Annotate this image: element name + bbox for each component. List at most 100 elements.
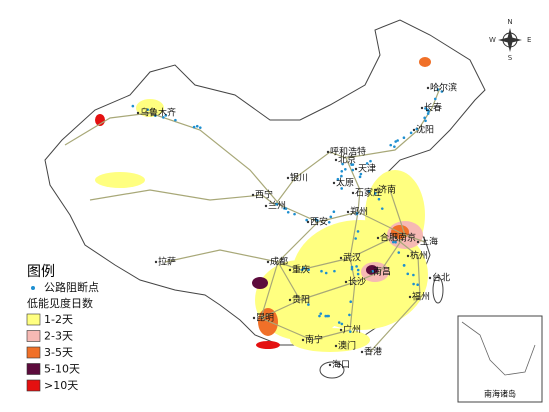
blockage-point — [356, 268, 360, 272]
legend-label: 1-2天 — [44, 313, 73, 326]
city-marker — [374, 188, 378, 192]
compass-s: S — [508, 54, 513, 62]
city-marker — [328, 363, 332, 367]
blockage-point — [307, 303, 310, 306]
legend-title: 图例 — [27, 264, 55, 280]
city-label: 西宁 — [255, 189, 273, 201]
city-marker — [334, 158, 338, 162]
city-marker — [346, 210, 350, 214]
city-label: 台北 — [432, 272, 450, 284]
city-label: 郑州 — [350, 206, 368, 218]
road — [345, 157, 361, 331]
city-marker — [360, 350, 364, 354]
compass-star — [498, 28, 522, 52]
city-marker — [344, 280, 348, 284]
city-label: 福州 — [412, 291, 430, 303]
blockage-point — [146, 108, 150, 111]
blockage-point — [369, 159, 372, 163]
blockage-point — [373, 192, 377, 195]
blockage-point — [340, 169, 344, 173]
city-label: 海口 — [332, 359, 350, 371]
zone — [256, 341, 280, 349]
city-marker — [339, 328, 343, 332]
blockage-point — [359, 172, 363, 176]
roads — [64, 87, 441, 353]
blockage-point — [396, 139, 399, 142]
city-label: 武汉 — [343, 252, 361, 264]
city-marker — [412, 128, 416, 132]
blockage-point — [341, 162, 344, 166]
blockage-point — [162, 116, 165, 119]
city-label: 长沙 — [348, 276, 366, 288]
inset: 南海诸岛 — [457, 315, 543, 403]
inset-coast — [461, 321, 536, 376]
inset-frame — [457, 315, 543, 403]
city-marker — [251, 193, 255, 197]
blockage-point — [377, 197, 381, 201]
blockage-point — [329, 215, 333, 219]
blockage-point — [350, 267, 354, 271]
blockage-point — [324, 271, 328, 275]
blockage-point — [433, 97, 437, 101]
blockage-point — [409, 131, 413, 135]
city-label: 济南 — [378, 184, 396, 196]
city-label: 太原 — [336, 177, 354, 189]
zone — [366, 265, 378, 275]
blockage-points — [131, 88, 444, 333]
city-marker — [306, 220, 310, 224]
city-marker — [339, 256, 343, 260]
city-marker — [416, 240, 420, 244]
blockage-point — [356, 230, 360, 233]
city-label: 澳门 — [338, 340, 356, 352]
zone — [258, 308, 278, 336]
legend-swatch — [26, 346, 41, 359]
city-label: 西安 — [310, 216, 328, 228]
city-marker — [288, 298, 292, 302]
zone — [95, 172, 145, 188]
road — [299, 189, 406, 301]
zone — [252, 277, 268, 289]
legend-swatch — [26, 379, 41, 392]
city-marker — [264, 204, 268, 208]
blockage-point — [324, 314, 328, 318]
blockage-point — [350, 163, 353, 166]
blockage-point — [424, 119, 427, 123]
city-marker — [354, 167, 358, 171]
city-label: 南京 — [398, 232, 416, 244]
blockage-point — [349, 300, 353, 304]
city-label: 沈阳 — [416, 124, 434, 136]
blockage-point — [351, 168, 355, 172]
city-label: 香港 — [364, 346, 382, 358]
legend-label: >10天 — [44, 379, 78, 392]
city-marker — [301, 338, 305, 342]
city-label: 成都 — [270, 256, 288, 268]
city-marker — [408, 295, 412, 299]
blockage-point — [424, 107, 427, 110]
city-label: 长春 — [424, 102, 442, 114]
blockage-point — [332, 210, 336, 214]
blockage-point — [348, 313, 351, 317]
city-marker — [154, 260, 158, 264]
blockage-point — [286, 210, 290, 214]
blockage-point — [380, 207, 384, 210]
blockage-point — [327, 220, 331, 224]
city-label: 拉萨 — [158, 256, 176, 268]
road — [277, 236, 421, 353]
blockage-point — [416, 283, 419, 287]
city-label: 南宁 — [305, 334, 323, 346]
compass: N E S W — [489, 18, 531, 62]
blockage-point — [327, 314, 330, 318]
blockage-point — [397, 251, 401, 254]
blockage-point — [337, 321, 341, 324]
city-label: 兰州 — [268, 200, 286, 212]
blockage-point — [195, 124, 199, 128]
blockage-point — [131, 104, 135, 108]
blockage-point — [300, 268, 304, 272]
blockage-point — [440, 90, 444, 93]
legend: 图例 公路阻断点 低能见度日数 1-2天 2-3天 3-5天 5-10天 >10天 — [26, 264, 99, 392]
city-marker — [266, 260, 270, 264]
city-marker — [286, 176, 290, 180]
zone — [419, 57, 431, 67]
city-marker — [326, 150, 330, 154]
